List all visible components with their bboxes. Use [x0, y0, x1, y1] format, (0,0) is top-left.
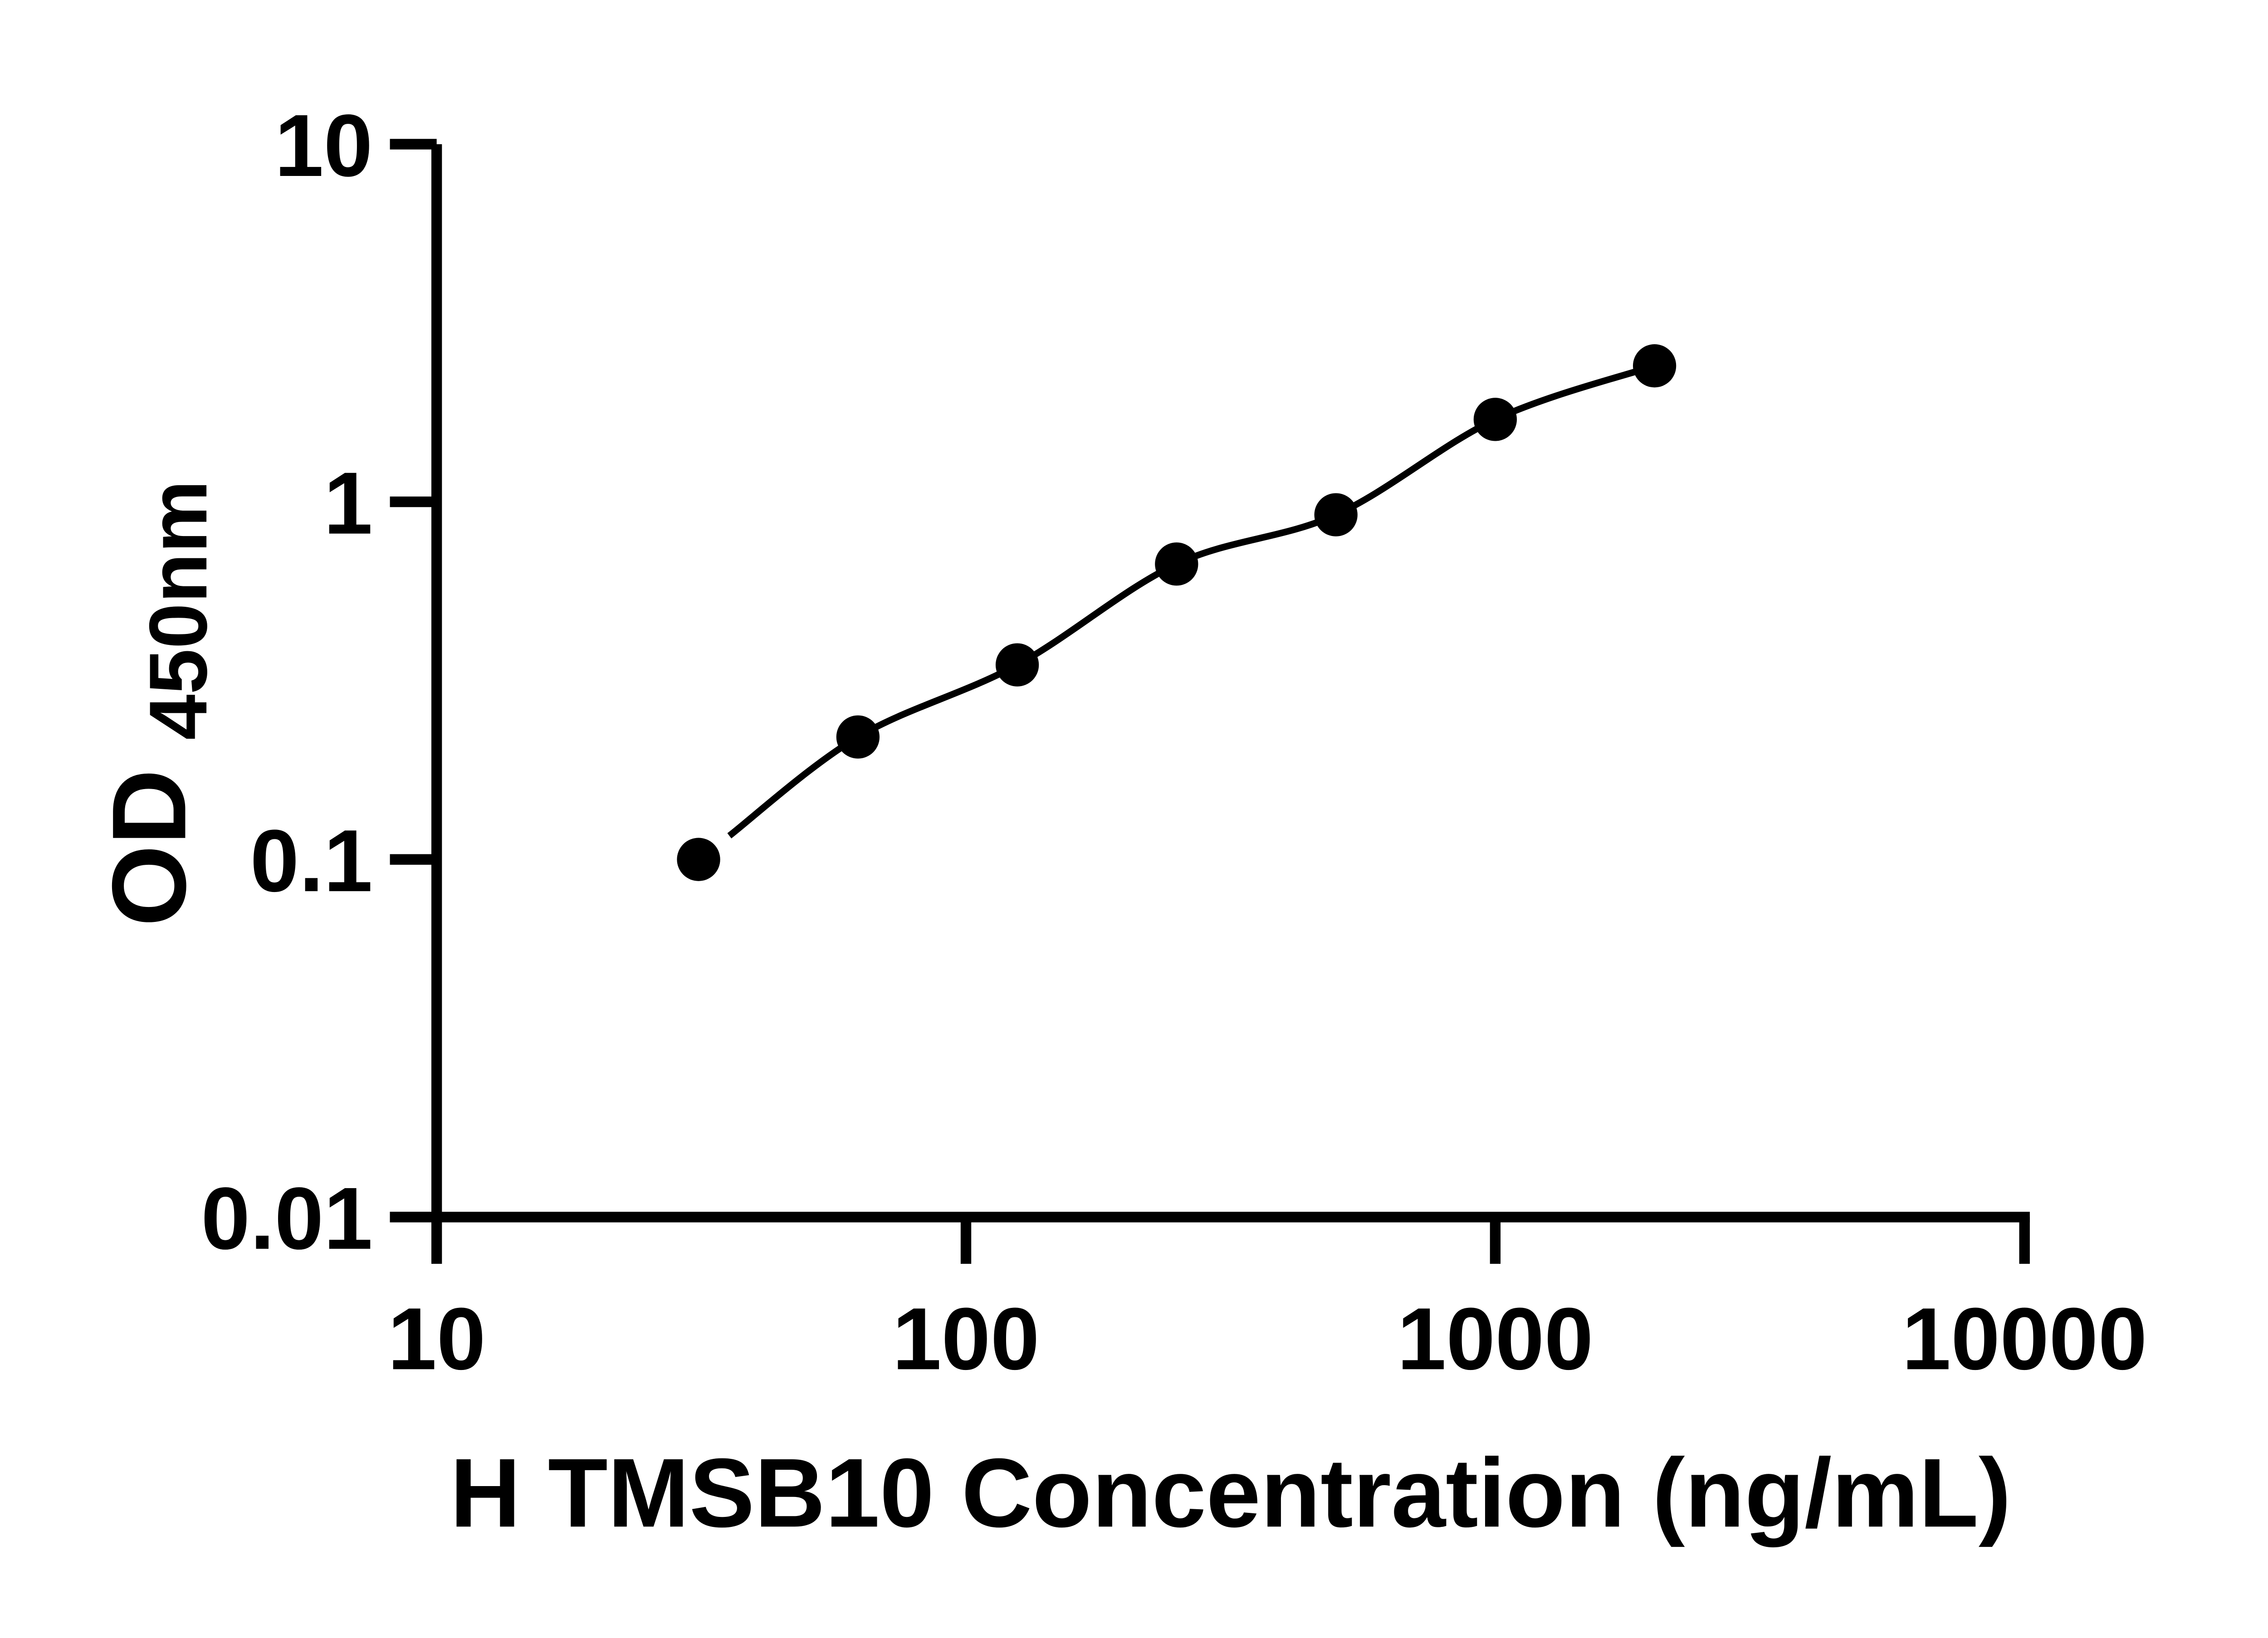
data-point — [995, 643, 1039, 687]
tick-layer — [390, 139, 2030, 1264]
elisa-standard-curve-figure: 10 1 0.1 0.01 10 100 1000 10000 H TMSB10 Concen… — [91, 96, 2147, 1548]
x-tick-label: 100 — [892, 1290, 1039, 1388]
data-point — [836, 715, 880, 759]
axes-layer — [390, 144, 2030, 1223]
y-axis-title: OD 450nm — [91, 480, 224, 926]
x-tick-label: 10 — [388, 1290, 486, 1388]
x-tick-label: 1000 — [1397, 1290, 1593, 1388]
x-tick-label: 10000 — [1902, 1290, 2147, 1388]
data-point — [1473, 398, 1517, 441]
data-point-layer — [677, 344, 1677, 881]
y-tick-label: 1 — [324, 454, 373, 553]
data-point — [1314, 493, 1358, 536]
fit-line — [727, 362, 1656, 838]
x-axis-title: H TMSB10 Concentration (ng/mL) — [450, 1438, 2011, 1547]
y-tick-label: 10 — [274, 97, 372, 195]
y-axis-title-main: OD — [91, 769, 208, 926]
data-point — [677, 838, 720, 881]
y-tick-label: 0.01 — [201, 1170, 373, 1268]
y-axis-title-subscript: 450nm — [132, 480, 224, 740]
y-tick-label: 0.1 — [250, 812, 372, 910]
data-point — [1633, 344, 1677, 388]
data-point — [1155, 542, 1198, 586]
